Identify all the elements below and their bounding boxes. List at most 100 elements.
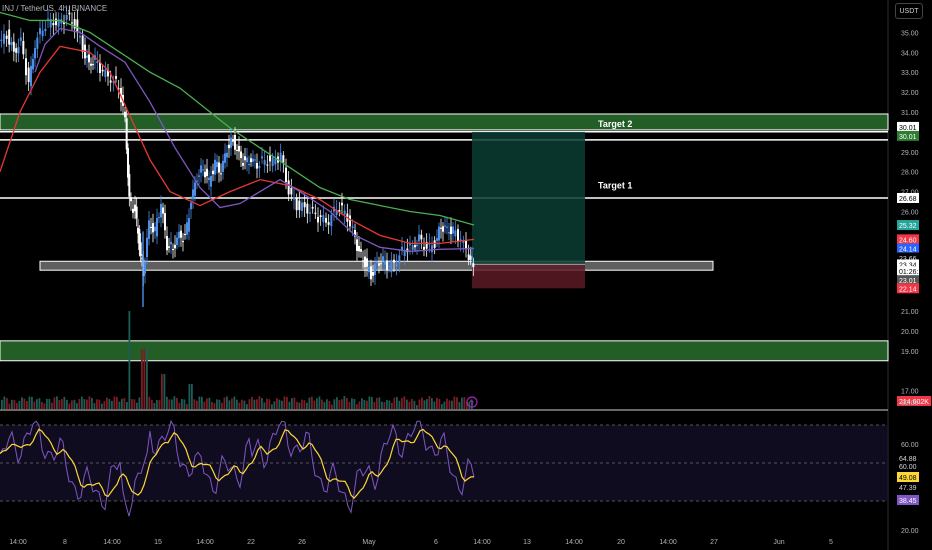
volume-bar xyxy=(291,398,293,409)
volume-bar xyxy=(303,400,306,409)
volume-bar xyxy=(238,402,241,409)
volume-bar xyxy=(461,397,463,409)
candle-body xyxy=(322,215,325,223)
volume-bar xyxy=(196,400,198,409)
candle-body xyxy=(65,14,68,20)
time-axis-label: 14:00 xyxy=(473,539,491,546)
time-axis-label: May xyxy=(362,539,376,546)
volume-bar xyxy=(471,399,473,409)
volume-bar xyxy=(96,399,98,409)
candle-body xyxy=(295,198,298,211)
volume-bar xyxy=(91,398,93,409)
volume-bar xyxy=(378,397,381,409)
candle-body xyxy=(138,229,141,251)
ticker-label: INJ / TetherUS, 4h, BINANCE xyxy=(2,4,108,13)
volume-bar xyxy=(121,398,123,409)
volume-badge-label: 214.602K xyxy=(899,399,929,406)
volume-bar xyxy=(131,399,133,409)
volume-bar xyxy=(466,401,468,409)
candle-body xyxy=(433,240,436,248)
volume-bar xyxy=(401,398,403,409)
candle-body xyxy=(0,39,3,42)
price-badge-label: 24.60 xyxy=(899,237,917,244)
volume-bar xyxy=(201,396,203,409)
volume-bar xyxy=(116,396,118,409)
candle-body xyxy=(248,164,250,166)
volume-bar xyxy=(451,400,453,409)
candle-body xyxy=(198,175,200,177)
candle-body xyxy=(130,197,132,202)
candle-body xyxy=(144,261,146,274)
candle-body xyxy=(49,19,52,28)
volume-bar xyxy=(306,402,308,409)
target-2-label: Target 2 xyxy=(598,119,632,129)
currency-button[interactable]: USDT xyxy=(895,3,923,19)
volume-bar xyxy=(448,400,451,409)
volume-bar xyxy=(228,400,231,409)
price-badge xyxy=(897,234,919,245)
candle-body xyxy=(418,234,420,242)
candle-body xyxy=(238,146,240,152)
candle-body xyxy=(372,271,374,276)
candle-body xyxy=(5,35,8,39)
volume-bar xyxy=(318,396,321,409)
candle-body xyxy=(208,177,210,181)
candle-body xyxy=(462,240,465,243)
candle-body xyxy=(204,171,206,178)
volume-bar xyxy=(418,399,421,409)
candle-body xyxy=(172,249,174,251)
candle-body xyxy=(124,111,126,118)
volume-bar xyxy=(16,403,18,409)
candle-body xyxy=(360,249,362,252)
volume-bar xyxy=(83,399,86,409)
candle-body xyxy=(196,180,198,182)
volume-bar xyxy=(338,399,341,409)
price-tick-label: 17.00 xyxy=(901,389,919,396)
volume-bar xyxy=(358,401,361,409)
candle-body xyxy=(182,241,184,243)
candle-body xyxy=(115,76,117,79)
candle-body xyxy=(448,232,450,234)
rsi-badge-label: 49.08 xyxy=(899,475,917,482)
ma-red xyxy=(0,45,475,244)
candle-body xyxy=(472,263,475,268)
volume-bar xyxy=(93,403,96,409)
volume-bar xyxy=(411,398,413,409)
candle-body xyxy=(168,246,170,248)
candle-body xyxy=(250,158,252,163)
volume-bar xyxy=(161,374,163,409)
volume-bar xyxy=(203,401,206,409)
price-tick-label: 29.00 xyxy=(901,150,919,157)
volume-bar xyxy=(391,402,393,409)
volume-bar xyxy=(453,396,456,409)
volume-bar xyxy=(28,396,31,409)
volume-bar xyxy=(11,399,13,409)
volume-bar xyxy=(76,403,78,409)
volume-bar xyxy=(431,398,433,409)
volume-bar xyxy=(123,397,126,409)
candle-body xyxy=(341,202,343,206)
price-badge xyxy=(897,243,919,254)
ma-purple xyxy=(34,27,475,252)
candle-body xyxy=(271,157,274,167)
candle-body xyxy=(57,19,60,27)
price-badge-label: 01:26:24 xyxy=(899,269,926,276)
volume-bar xyxy=(246,404,248,409)
volume-bar xyxy=(316,398,318,409)
candle-body xyxy=(86,55,88,58)
volume-bar xyxy=(71,400,73,409)
price-badge xyxy=(897,220,919,231)
candle-body xyxy=(256,162,258,169)
price-badge xyxy=(897,130,919,141)
candle-body xyxy=(314,212,317,214)
candle-body xyxy=(319,215,322,217)
candle-body xyxy=(139,242,142,256)
candle-body xyxy=(202,169,204,171)
volume-bar xyxy=(376,397,378,409)
volume-bar xyxy=(381,401,383,409)
volume-bar xyxy=(81,396,83,409)
volume-bar xyxy=(363,400,366,409)
volume-bar xyxy=(206,398,208,409)
candle-body xyxy=(242,163,244,166)
